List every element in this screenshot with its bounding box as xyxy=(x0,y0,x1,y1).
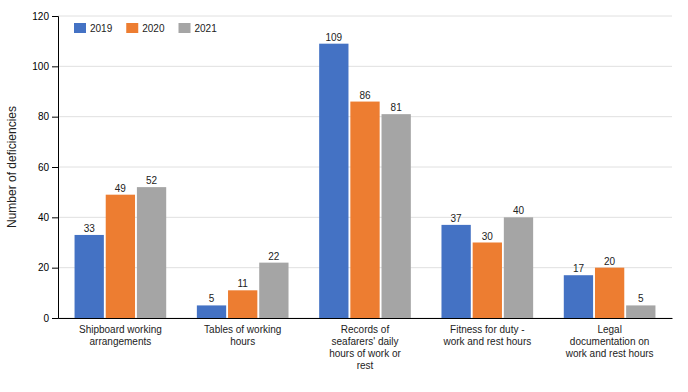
y-tick: 100 xyxy=(32,61,58,72)
y-tick: 60 xyxy=(38,162,58,173)
data-label: 17 xyxy=(573,263,585,274)
data-label: 20 xyxy=(604,256,616,267)
bar xyxy=(75,235,104,318)
x-tick: Shipboard workingarrangements xyxy=(79,324,162,347)
bar-series xyxy=(106,102,625,318)
bar xyxy=(626,305,655,318)
bar xyxy=(197,305,226,318)
y-axis-line xyxy=(52,17,59,319)
bar xyxy=(564,275,593,318)
legend: 2019 2020 2021 xyxy=(74,23,217,34)
data-label: 40 xyxy=(513,205,525,216)
x-tick-label: Shipboard workingarrangements xyxy=(79,324,162,347)
data-label: 86 xyxy=(359,90,371,101)
bar xyxy=(137,187,166,318)
x-tick: Fitness for duty -work and rest hours xyxy=(442,324,531,347)
bar-series xyxy=(137,114,656,318)
legend-label: 2021 xyxy=(195,23,218,34)
y-tick: 20 xyxy=(38,262,58,273)
x-axis: Shipboard workingarrangements Tables of w… xyxy=(59,319,673,372)
bar xyxy=(350,102,379,318)
data-label: 109 xyxy=(325,32,342,43)
grid-line xyxy=(58,16,672,17)
y-tick: 40 xyxy=(38,212,58,223)
y-tick: 0 xyxy=(43,313,58,324)
data-label: 81 xyxy=(391,102,403,113)
y-axis: 0 20 40 60 80 100 120 xyxy=(32,11,58,324)
x-tick-label: Tables of workinghours xyxy=(204,324,281,347)
legend-label: 2020 xyxy=(142,23,165,34)
y-tick: 120 xyxy=(32,11,58,22)
y-tick-label: 120 xyxy=(32,11,49,22)
grid xyxy=(58,16,672,318)
bar xyxy=(595,268,624,318)
bar xyxy=(382,114,411,318)
x-tick-label-line: Tables of working xyxy=(204,324,281,335)
legend-swatch xyxy=(126,23,138,33)
data-label: 30 xyxy=(482,231,494,242)
legend-item: 2020 xyxy=(126,23,165,34)
legend-item: 2021 xyxy=(179,23,218,34)
data-label: 49 xyxy=(115,183,127,194)
data-label: 22 xyxy=(268,251,280,262)
x-tick-label-line: documentation on xyxy=(570,336,650,347)
bar xyxy=(319,44,348,318)
x-tick-label: Fitness for duty -work and rest hours xyxy=(442,324,531,347)
y-tick-label: 0 xyxy=(43,313,49,324)
bar xyxy=(504,217,533,318)
data-labels: 33 5 109 37 17 49 11 86 30 20 52 22 81 40 5 xyxy=(84,32,644,305)
y-tick-label: 20 xyxy=(38,262,50,273)
legend-swatch xyxy=(179,23,191,33)
y-tick-mark xyxy=(52,16,58,17)
y-tick-mark xyxy=(52,167,58,168)
data-label: 5 xyxy=(638,293,644,304)
y-tick-label: 60 xyxy=(38,162,50,173)
bars xyxy=(75,44,656,318)
y-tick-label: 40 xyxy=(38,212,50,223)
plot-area: 33 5 109 37 17 49 11 86 30 20 52 22 81 40 5 Shipboard w… xyxy=(32,11,672,371)
x-tick-label-line: Fitness for duty - xyxy=(450,324,524,335)
data-label: 33 xyxy=(84,223,96,234)
y-tick-mark xyxy=(52,268,58,269)
x-axis-line xyxy=(59,318,673,319)
bar xyxy=(106,195,135,318)
data-label: 52 xyxy=(146,175,158,186)
x-tick: Records ofseafarers' dailyhours of work … xyxy=(329,324,401,371)
y-tick: 80 xyxy=(38,111,58,122)
y-tick-mark xyxy=(52,217,58,218)
bar xyxy=(228,290,257,318)
legend-label: 2019 xyxy=(90,23,113,34)
x-tick-label-line: work and rest hours xyxy=(442,336,531,347)
data-label: 37 xyxy=(451,213,463,224)
x-tick-label: Records ofseafarers' dailyhours of work … xyxy=(329,324,401,371)
y-tick-label: 80 xyxy=(38,111,50,122)
y-tick-mark xyxy=(52,66,58,67)
x-tick: Tables of workinghours xyxy=(204,324,281,347)
y-tick-mark xyxy=(52,117,58,118)
legend-swatch xyxy=(74,23,86,33)
x-tick-label-line: rest xyxy=(357,360,374,371)
data-label: 5 xyxy=(209,293,215,304)
x-tick-label-line: hours xyxy=(230,336,255,347)
legend-item: 2019 xyxy=(74,23,113,34)
x-tick-label-line: seafarers' daily xyxy=(332,336,399,347)
bar xyxy=(441,225,470,318)
grid-line xyxy=(58,66,672,67)
x-tick-label-line: Shipboard working xyxy=(79,324,162,335)
chart: 33 5 109 37 17 49 11 86 30 20 52 22 81 40 5 Shipboard w… xyxy=(0,0,688,392)
bar xyxy=(259,263,288,318)
y-tick-label: 100 xyxy=(32,61,49,72)
x-tick-label-line: hours of work or xyxy=(329,348,401,359)
x-tick-label-line: Legal xyxy=(597,324,621,335)
x-tick-label: Legaldocumentation onwork and rest hours xyxy=(565,324,654,359)
data-label: 11 xyxy=(237,278,248,289)
x-tick-label-line: Records of xyxy=(341,324,390,335)
bar xyxy=(473,243,502,319)
bar-series xyxy=(75,44,594,318)
x-tick-label-line: work and rest hours xyxy=(565,348,654,359)
y-axis-title: Number of deficiencies xyxy=(5,106,19,228)
x-tick-label-line: arrangements xyxy=(90,336,152,347)
x-tick: Legaldocumentation onwork and rest hours xyxy=(565,324,654,359)
y-tick-mark xyxy=(52,318,58,319)
